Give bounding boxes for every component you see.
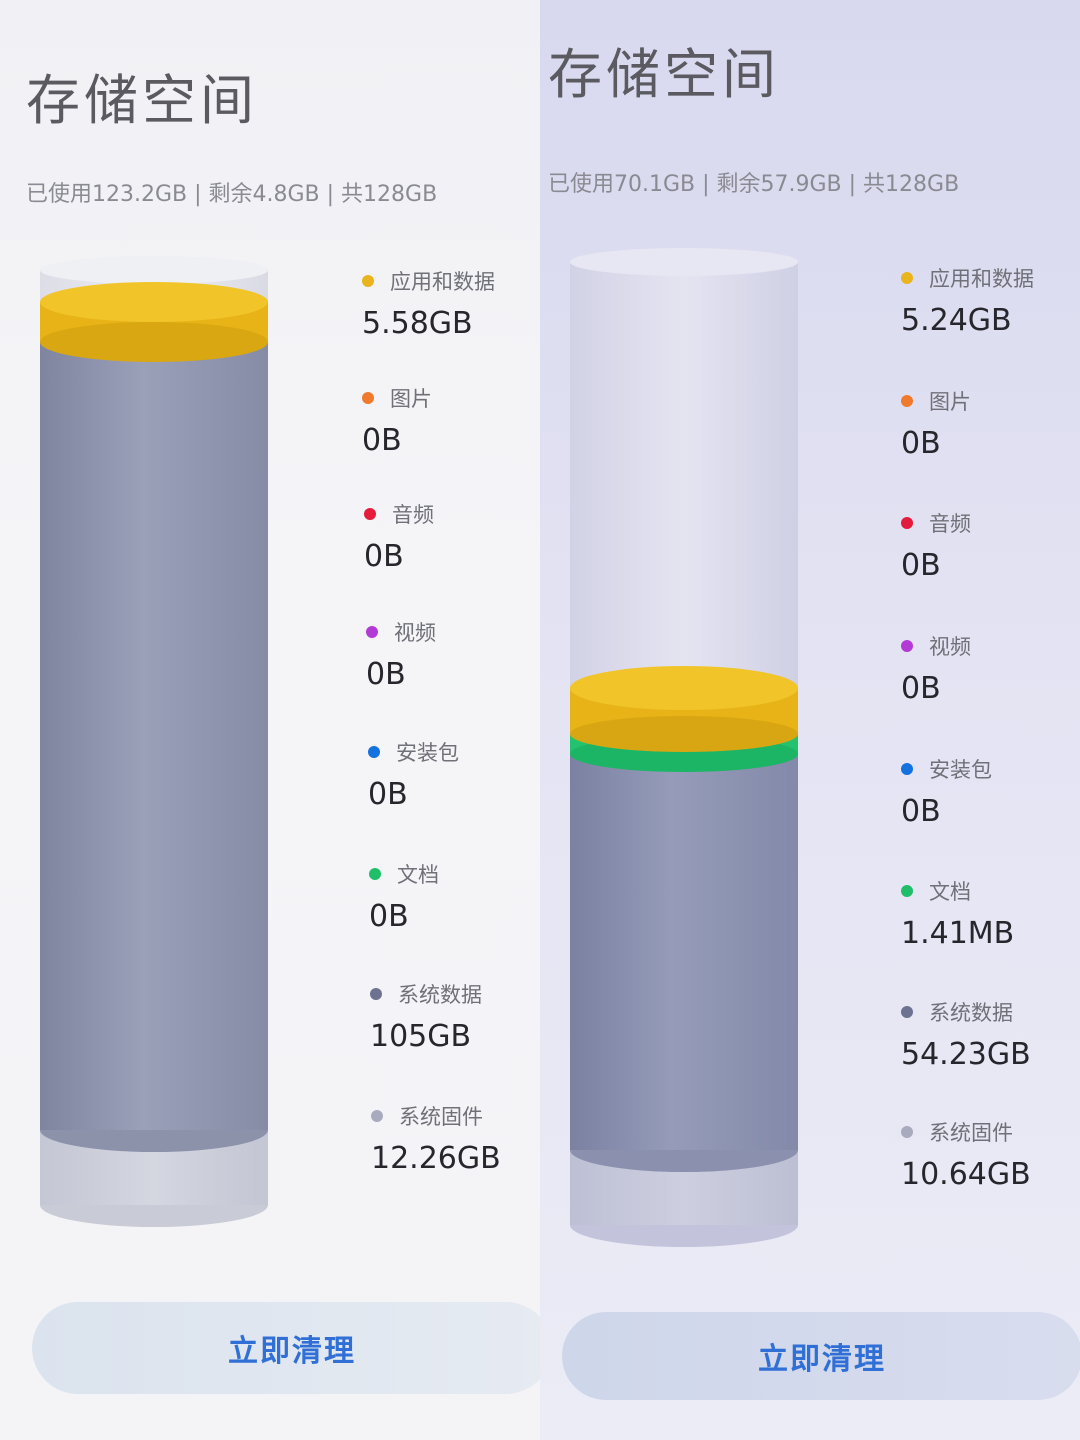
legend-value: 12.26GB <box>371 1141 501 1176</box>
legend-item-packages[interactable]: 安装包 0B <box>368 737 459 812</box>
legend-label: 系统固件 <box>929 1121 1013 1145</box>
legend-value: 0B <box>368 777 408 812</box>
legend-label: 文档 <box>397 863 439 887</box>
storage-summary: 已使用123.2GB | 剩余4.8GB | 共128GB <box>26 182 438 207</box>
legend-value: 0B <box>901 548 941 583</box>
storage-screen-left: 存储空间 已使用123.2GB | 剩余4.8GB | 共128GB 应 <box>0 0 540 1440</box>
apps-color-dot <box>901 272 913 284</box>
packages-color-dot <box>901 763 913 775</box>
legend-item-audio[interactable]: 音频 0B <box>901 508 971 583</box>
video-color-dot <box>366 626 378 638</box>
legend-value: 5.24GB <box>901 303 1012 338</box>
legend-item-packages[interactable]: 安装包 0B <box>901 754 992 829</box>
legend-item-images[interactable]: 图片 0B <box>901 386 971 461</box>
legend-value: 0B <box>901 426 941 461</box>
legend-item-documents[interactable]: 文档 1.41MB <box>901 876 1014 951</box>
legend-value: 0B <box>901 794 941 829</box>
legend-label: 音频 <box>929 512 971 536</box>
storage-summary: 已使用70.1GB | 剩余57.9GB | 共128GB <box>548 172 960 197</box>
legend-value: 0B <box>362 423 402 458</box>
legend-label: 应用和数据 <box>390 270 495 294</box>
images-color-dot <box>901 395 913 407</box>
legend-item-documents[interactable]: 文档 0B <box>369 859 439 934</box>
legend-value: 5.58GB <box>362 306 473 341</box>
system-data-color-dot <box>370 988 382 1000</box>
legend-label: 视频 <box>929 635 971 659</box>
legend-value: 10.64GB <box>901 1157 1031 1192</box>
page-title: 存储空间 <box>26 69 258 132</box>
segment-apps-data-top <box>40 282 268 322</box>
legend-item-system-firmware[interactable]: 系统固件 10.64GB <box>901 1117 1031 1192</box>
audio-color-dot <box>364 508 376 520</box>
storage-screen-right: 存储空间 已使用70.1GB | 剩余57.9GB | 共128GB <box>540 0 1080 1440</box>
legend-item-system-firmware[interactable]: 系统固件 12.26GB <box>371 1101 501 1176</box>
segment-apps-data-top <box>570 666 798 710</box>
documents-color-dot <box>901 885 913 897</box>
segment-system-data <box>570 754 798 1150</box>
system-firmware-color-dot <box>371 1110 383 1122</box>
documents-color-dot <box>369 868 381 880</box>
legend-value: 54.23GB <box>901 1037 1031 1072</box>
segment-apps-data-bottom <box>40 322 268 362</box>
legend-value: 0B <box>901 671 941 706</box>
legend-label: 系统固件 <box>399 1105 483 1129</box>
clean-now-button[interactable]: 立即清理 <box>32 1302 540 1394</box>
legend-value: 0B <box>369 899 409 934</box>
legend-value: 0B <box>364 539 404 574</box>
cylinder-shell-top <box>40 256 268 284</box>
clean-now-button[interactable]: 立即清理 <box>562 1312 1080 1400</box>
page-title: 存储空间 <box>548 43 780 106</box>
audio-color-dot <box>901 517 913 529</box>
legend-item-images[interactable]: 图片 0B <box>362 383 432 458</box>
legend-label: 安装包 <box>396 741 459 765</box>
images-color-dot <box>362 392 374 404</box>
legend-label: 应用和数据 <box>929 267 1034 291</box>
video-color-dot <box>901 640 913 652</box>
legend-label: 系统数据 <box>398 983 482 1007</box>
legend-label: 图片 <box>929 390 971 414</box>
storage-cylinder-chart <box>570 248 798 1247</box>
system-firmware-color-dot <box>901 1126 913 1138</box>
legend-label: 文档 <box>929 880 971 904</box>
legend-item-system-data[interactable]: 系统数据 105GB <box>370 979 482 1054</box>
packages-color-dot <box>368 746 380 758</box>
system-data-color-dot <box>901 1006 913 1018</box>
segment-system-data <box>40 342 268 1130</box>
legend-value: 105GB <box>370 1019 472 1054</box>
legend-item-video[interactable]: 视频 0B <box>366 617 436 692</box>
cylinder-shell-top <box>570 248 798 276</box>
legend-label: 系统数据 <box>929 1001 1013 1025</box>
apps-color-dot <box>362 275 374 287</box>
legend-item-apps[interactable]: 应用和数据 5.24GB <box>901 263 1034 338</box>
segment-apps-data-bottom <box>570 716 798 752</box>
legend-label: 安装包 <box>929 758 992 782</box>
legend-label: 音频 <box>392 503 434 527</box>
legend-item-system-data[interactable]: 系统数据 54.23GB <box>901 997 1031 1072</box>
storage-cylinder-chart <box>40 256 268 1227</box>
legend-item-apps[interactable]: 应用和数据 5.58GB <box>362 266 495 341</box>
legend-item-video[interactable]: 视频 0B <box>901 631 971 706</box>
legend-label: 视频 <box>394 621 436 645</box>
legend-label: 图片 <box>390 387 432 411</box>
legend-item-audio[interactable]: 音频 0B <box>364 499 434 574</box>
legend-value: 1.41MB <box>901 916 1015 951</box>
legend-value: 0B <box>366 657 406 692</box>
